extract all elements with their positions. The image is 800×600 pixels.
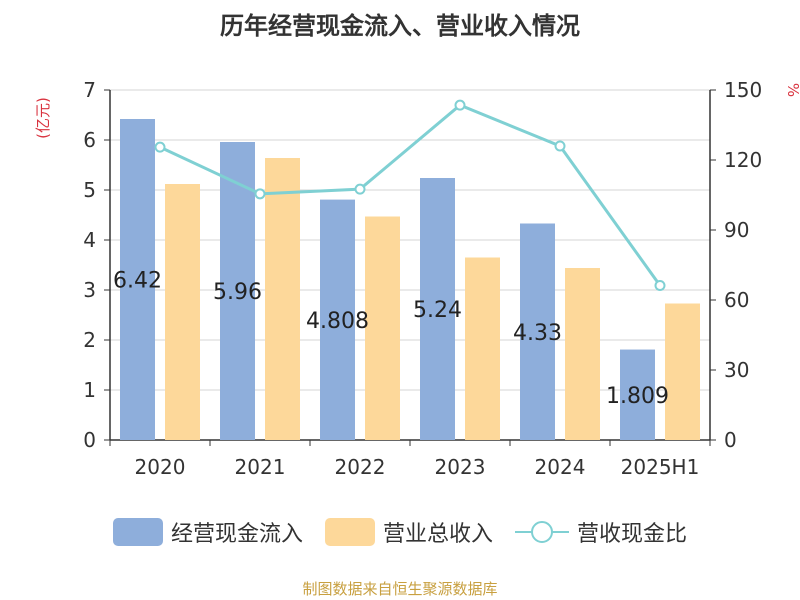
x-tick-label: 2024 (535, 455, 586, 479)
x-tick-label: 2020 (135, 455, 186, 479)
y-left-tick-label: 6 (83, 128, 96, 152)
y-right-axis-title: % (784, 83, 800, 97)
legend-item-cash-ratio[interactable]: 营收现金比 (515, 516, 687, 548)
bar-revenue (165, 184, 200, 440)
bar-cash-inflow (420, 178, 455, 440)
y-right-tick-label: 60 (724, 288, 749, 312)
bar-revenue (465, 257, 500, 440)
y-right-tick-label: 120 (724, 148, 762, 172)
y-left-tick-label: 0 (83, 428, 96, 452)
bar-cash-inflow (120, 119, 155, 440)
legend: 经营现金流入 营业总收入 营收现金比 (0, 516, 800, 548)
data-label-cash-inflow: 6.42 (113, 269, 162, 294)
x-tick-label: 2025H1 (621, 455, 700, 479)
bar-revenue (665, 303, 700, 440)
legend-swatch-revenue (324, 518, 375, 546)
bar-cash-inflow (320, 199, 355, 440)
y-left-tick-label: 3 (83, 278, 96, 302)
y-right-tick-label: 30 (724, 358, 749, 382)
bar-revenue (565, 268, 600, 440)
legend-item-revenue[interactable]: 营业总收入 (324, 516, 493, 548)
y-left-tick-label: 7 (83, 78, 96, 102)
y-right-tick-label: 0 (724, 428, 737, 452)
source-note: 制图数据来自恒生聚源数据库 (302, 580, 498, 598)
x-tick-label: 2021 (235, 455, 286, 479)
x-tick-label: 2023 (435, 455, 486, 479)
data-label-cash-inflow: 5.96 (213, 280, 262, 305)
bar-cash-inflow (220, 142, 255, 440)
y-left-axis-title: (亿元) (34, 97, 52, 139)
data-label-cash-inflow: 1.809 (606, 384, 669, 409)
point-cash-ratio (154, 141, 166, 153)
y-left-tick-label: 4 (83, 228, 96, 252)
data-label-cash-inflow: 4.33 (513, 321, 562, 346)
point-cash-ratio (254, 188, 266, 200)
legend-label-revenue: 营业总收入 (382, 522, 493, 547)
y-right-tick-label: 150 (724, 78, 762, 102)
bar-cash-inflow (520, 223, 555, 440)
legend-label-cash-ratio: 营收现金比 (577, 522, 688, 547)
line-cash-ratio (159, 103, 662, 287)
y-left-tick-label: 5 (83, 178, 96, 202)
chart-title: 历年经营现金流入、营业收入情况 (220, 12, 580, 40)
legend-item-cash-inflow[interactable]: 经营现金流入 (112, 516, 303, 548)
data-label-cash-inflow: 4.808 (306, 309, 369, 334)
y-left-tick-label: 1 (83, 378, 96, 402)
legend-line-icon (515, 518, 569, 546)
y-right-tick-label: 90 (724, 218, 749, 242)
point-cash-ratio (354, 183, 366, 195)
y-left-tick-label: 2 (83, 328, 96, 352)
bar-revenue (265, 158, 300, 440)
point-cash-ratio (554, 140, 566, 152)
point-cash-ratio (654, 280, 666, 292)
bar-revenue (365, 216, 400, 440)
point-cash-ratio (454, 99, 466, 111)
x-tick-label: 2022 (335, 455, 386, 479)
data-label-cash-inflow: 5.24 (413, 298, 462, 323)
legend-label-cash-inflow: 经营现金流入 (170, 522, 303, 547)
legend-swatch-cash-inflow (112, 518, 163, 546)
bar-cash-inflow (620, 349, 655, 440)
